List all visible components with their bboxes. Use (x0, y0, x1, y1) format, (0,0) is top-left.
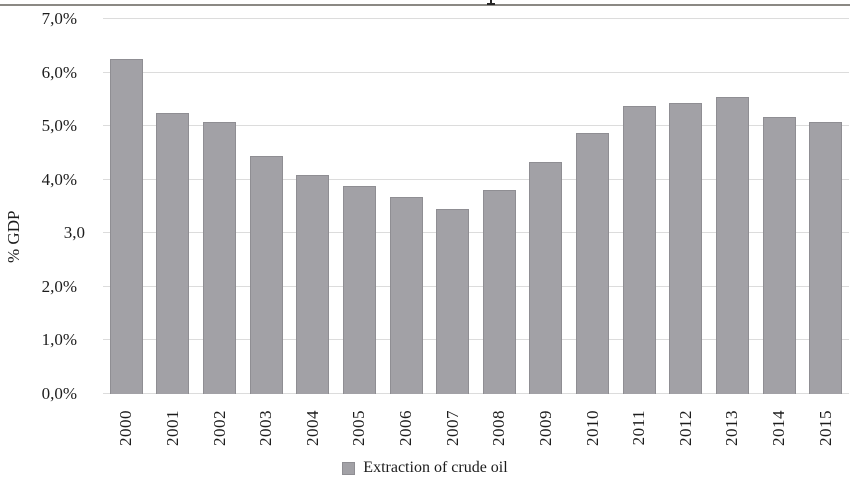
bar-slot (476, 19, 523, 394)
x-tick-label: 2005 (349, 410, 369, 446)
x-tick-slot: 2006 (383, 399, 430, 457)
y-tick-label: 7,0% (41, 9, 77, 28)
bar-2014 (762, 116, 796, 394)
gridline (103, 285, 849, 287)
x-tick-slot: 2004 (290, 399, 337, 457)
x-tick-label: 2015 (815, 410, 835, 446)
x-tick-label: 2013 (722, 410, 742, 446)
bar-2009 (529, 162, 563, 394)
x-tick-label: 2012 (675, 410, 695, 446)
x-axis-tick-labels: 2000 2001 2002 2003 2004 2005 2006 2007 2008 2009… (103, 399, 849, 457)
y-tick-label: 1,0% (41, 330, 77, 350)
bar-2008 (482, 190, 516, 394)
bar-slot (756, 19, 803, 394)
x-tick-slot: 2005 (336, 399, 383, 457)
bar-slot (663, 19, 710, 394)
x-tick-slot: 2000 (103, 399, 150, 457)
bar-slot (616, 19, 663, 394)
x-tick-slot: 2003 (243, 399, 290, 457)
gridline (103, 339, 849, 341)
gridline (103, 18, 849, 19)
bar-2003 (249, 156, 283, 394)
x-tick-slot: 2008 (476, 399, 523, 457)
y-tick-label: 4,0% (41, 169, 77, 189)
legend-swatch (342, 461, 356, 475)
legend: Extraction of crude oil (0, 458, 850, 478)
x-tick-label: 2004 (302, 410, 322, 446)
x-tick-slot: 2009 (523, 399, 570, 457)
x-tick-slot: 2001 (150, 399, 197, 457)
bar-2004 (296, 174, 330, 394)
bar-slot (569, 19, 616, 394)
bar-2000 (109, 58, 143, 394)
x-tick-label: 2006 (396, 410, 416, 446)
x-tick-slot: 2014 (756, 399, 803, 457)
bar-slot (429, 19, 476, 394)
glyph-serif (487, 3, 495, 5)
x-tick-slot: 2015 (802, 399, 849, 457)
gridline (103, 178, 849, 180)
x-tick-label: 2002 (209, 410, 229, 446)
bar-series (103, 19, 849, 394)
x-tick-slot: 2007 (429, 399, 476, 457)
bar-slot (243, 19, 290, 394)
bar-slot (802, 19, 849, 394)
bar-2011 (622, 106, 656, 394)
bar-slot (523, 19, 570, 394)
gridline (103, 393, 849, 394)
bar-slot (196, 19, 243, 394)
bar-slot (150, 19, 197, 394)
cropped-title-glyph (486, 0, 496, 5)
bar-2012 (669, 103, 703, 394)
bar-slot (103, 19, 150, 394)
x-tick-slot: 2013 (709, 399, 756, 457)
gridline (103, 232, 849, 234)
bar-2001 (156, 113, 190, 394)
bar-slot (383, 19, 430, 394)
x-tick-slot: 2010 (569, 399, 616, 457)
bar-2005 (342, 186, 376, 394)
x-tick-label: 2000 (116, 410, 136, 446)
gridline (103, 71, 849, 73)
x-tick-slot: 2011 (616, 399, 663, 457)
top-border-rule (0, 4, 850, 6)
x-tick-slot: 2002 (196, 399, 243, 457)
x-tick-label: 2011 (629, 410, 649, 446)
bar-slot (709, 19, 756, 394)
x-tick-label: 2009 (535, 410, 555, 446)
bar-2007 (436, 208, 470, 394)
legend-label: Extraction of crude oil (363, 459, 508, 476)
bar-slot (336, 19, 383, 394)
y-tick-label: 0,0% (41, 384, 77, 403)
x-tick-label: 2010 (582, 410, 602, 446)
y-tick-label: 5,0% (41, 116, 77, 136)
x-tick-label: 2001 (162, 410, 182, 446)
bar-2010 (576, 132, 610, 394)
bar-2013 (715, 96, 749, 394)
glyph-stem (490, 0, 492, 3)
y-tick-label: 6,0% (41, 62, 77, 82)
y-tick-label: 2,0% (41, 276, 77, 296)
x-tick-label: 2003 (256, 410, 276, 446)
y-axis-tick-labels: 7,0% 6,0% 5,0% 4,0% 3,0 2,0% 1,0% 0,0% (0, 0, 85, 483)
bar-2006 (389, 197, 423, 394)
bar-slot (290, 19, 337, 394)
x-tick-label: 2014 (769, 410, 789, 446)
gridline (103, 125, 849, 127)
x-tick-label: 2008 (489, 410, 509, 446)
plot-area (103, 18, 849, 394)
bar-2015 (809, 121, 843, 394)
x-tick-slot: 2012 (663, 399, 710, 457)
x-tick-label: 2007 (442, 410, 462, 446)
bar-2002 (203, 121, 237, 394)
y-tick-label: 3,0 (63, 223, 85, 243)
